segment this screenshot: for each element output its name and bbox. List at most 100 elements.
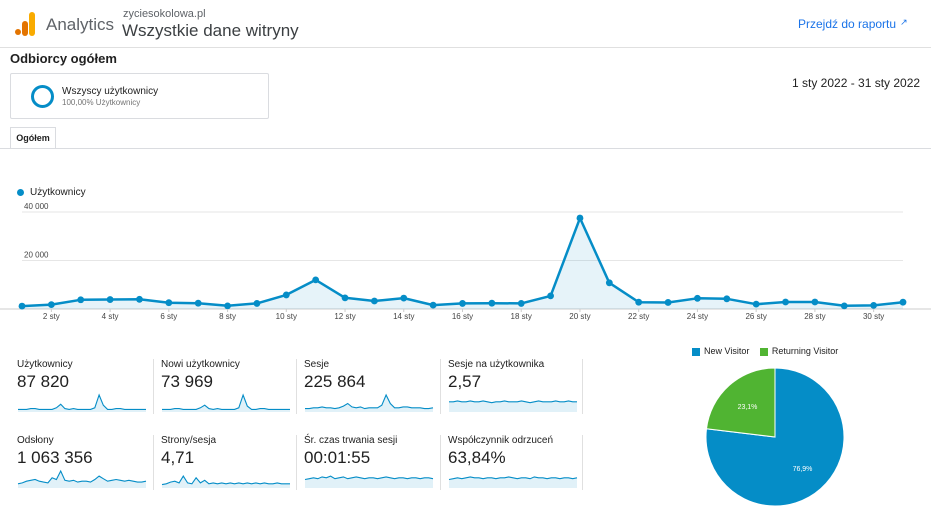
data-point[interactable] (224, 302, 231, 310)
data-point[interactable] (459, 300, 466, 307)
data-point[interactable] (77, 296, 85, 304)
data-point[interactable] (576, 214, 584, 222)
data-point[interactable] (723, 295, 731, 303)
sparkline-line (449, 400, 577, 404)
legend-swatch-returning-visitor (759, 347, 768, 356)
metric-value: 87 820 (17, 372, 69, 391)
data-point[interactable] (694, 294, 701, 302)
analytics-logo-icon[interactable] (14, 12, 36, 36)
metric-card[interactable]: Sesje 225 864 (304, 359, 434, 427)
metric-divider (582, 359, 583, 414)
legend-swatch-new-visitor (692, 347, 700, 356)
data-point[interactable] (488, 299, 496, 307)
metric-divider (296, 359, 297, 414)
tab-overview[interactable]: Ogółem (10, 127, 56, 149)
pie-legend: New Visitor Returning Visitor (692, 346, 838, 356)
chart-legend[interactable]: Użytkownicy (17, 187, 86, 198)
metric-card[interactable]: Śr. czas trwania sesji 00:01:55 (304, 435, 434, 503)
data-point[interactable] (635, 298, 643, 306)
metric-label: Śr. czas trwania sesji (304, 435, 398, 446)
data-point[interactable] (106, 296, 114, 303)
metric-label: Sesje na użytkownika (448, 359, 545, 370)
metric-card[interactable]: Sesje na użytkownika 2,57 (448, 359, 578, 427)
data-point[interactable] (400, 294, 408, 302)
app-name: Analytics (46, 15, 115, 34)
data-point[interactable] (371, 297, 378, 305)
metric-card[interactable]: Współczynnik odrzuceń 63,84% (448, 435, 578, 503)
data-point[interactable] (253, 300, 261, 307)
pie-slice-returning-visitor[interactable] (705, 367, 776, 438)
x-tick-label: 18 sty (511, 312, 532, 321)
date-range[interactable]: 1 sty 2022 - 31 sty 2022 (792, 76, 921, 90)
sparkline (448, 476, 578, 488)
x-tick-label: 10 sty (276, 312, 297, 321)
sparkline-area (18, 471, 146, 488)
x-tick-label: 14 sty (393, 312, 414, 321)
segment-ring-icon (31, 85, 54, 108)
metric-value: 00:01:55 (304, 448, 371, 467)
data-point[interactable] (782, 298, 789, 306)
data-point[interactable] (429, 301, 437, 309)
metric-divider (153, 359, 154, 414)
data-point[interactable] (870, 301, 878, 309)
go-to-report-link[interactable]: Przejdź do raportu ↗ (798, 17, 908, 31)
sparkline (17, 469, 147, 488)
data-point[interactable] (752, 300, 760, 308)
legend-dot-icon (17, 188, 24, 196)
legend-label-new-visitor: New Visitor (704, 346, 750, 356)
segment-card[interactable]: Wszyscy użytkownicy 100,00% Użytkownicy (10, 73, 269, 119)
data-point[interactable] (605, 279, 613, 287)
sparkline-area (18, 395, 146, 412)
metric-label: Współczynnik odrzuceń (448, 435, 554, 446)
data-point[interactable] (664, 299, 672, 306)
metric-card[interactable]: Strony/sesja 4,71 (161, 435, 291, 503)
legend-label-users: Użytkownicy (30, 187, 86, 198)
sparkline-area (162, 395, 290, 412)
data-point[interactable] (194, 299, 202, 307)
metric-card[interactable]: Nowi użytkownicy 73 969 (161, 359, 291, 427)
data-point[interactable] (165, 299, 173, 307)
data-point[interactable] (18, 302, 26, 310)
data-point[interactable] (899, 298, 907, 306)
x-tick-label: 22 sty (628, 312, 649, 321)
metric-divider (153, 435, 154, 490)
data-point[interactable] (811, 298, 819, 306)
data-point[interactable] (547, 292, 554, 300)
header: Analytics zyciesokolowa.pl Wszystkie dan… (0, 0, 931, 48)
x-tick-label: 4 sty (102, 312, 119, 321)
x-tick-label: 28 sty (804, 312, 825, 321)
data-point[interactable] (47, 301, 55, 309)
sparkline-area (305, 476, 433, 488)
metric-value: 1 063 356 (17, 448, 93, 467)
metric-card[interactable]: Użytkownicy 87 820 (17, 359, 147, 427)
metric-value: 73 969 (161, 372, 213, 391)
data-point[interactable] (312, 276, 320, 284)
visitor-pie-chart[interactable]: 76,9% 23,1% (700, 362, 850, 512)
sparkline-line (305, 393, 434, 410)
sparkline-line (17, 469, 147, 485)
metric-value: 2,57 (448, 372, 482, 391)
metric-card[interactable]: Odsłony 1 063 356 (17, 435, 147, 503)
data-point[interactable] (341, 294, 349, 302)
tab-divider (0, 148, 931, 149)
sparkline-line (161, 475, 290, 486)
sparkline (305, 393, 434, 412)
data-point[interactable] (136, 295, 143, 303)
sparkline-area (162, 476, 290, 488)
x-tick-label: 6 sty (160, 312, 177, 321)
external-link-icon: ↗ (900, 17, 908, 27)
data-point[interactable] (282, 291, 290, 299)
site-name[interactable]: zyciesokolowa.pl (123, 8, 206, 20)
sparkline (18, 393, 146, 412)
series-line (21, 216, 904, 308)
x-tick-label: 26 sty (745, 312, 766, 321)
x-tick-label: 8 sty (219, 312, 236, 321)
sparkline-area (305, 395, 433, 412)
view-name[interactable]: Wszystkie dane witryny (122, 21, 299, 40)
data-point[interactable] (517, 300, 525, 307)
data-point[interactable] (840, 302, 848, 310)
users-line-chart[interactable]: 40 000 20 000 2 sty 4 sty 6 sty 8 sty 10 sty 12… (0, 200, 931, 328)
metric-label: Nowi użytkownicy (161, 359, 240, 370)
x-tick-label: 24 sty (687, 312, 708, 321)
x-tick-label: 2 sty (43, 312, 60, 321)
